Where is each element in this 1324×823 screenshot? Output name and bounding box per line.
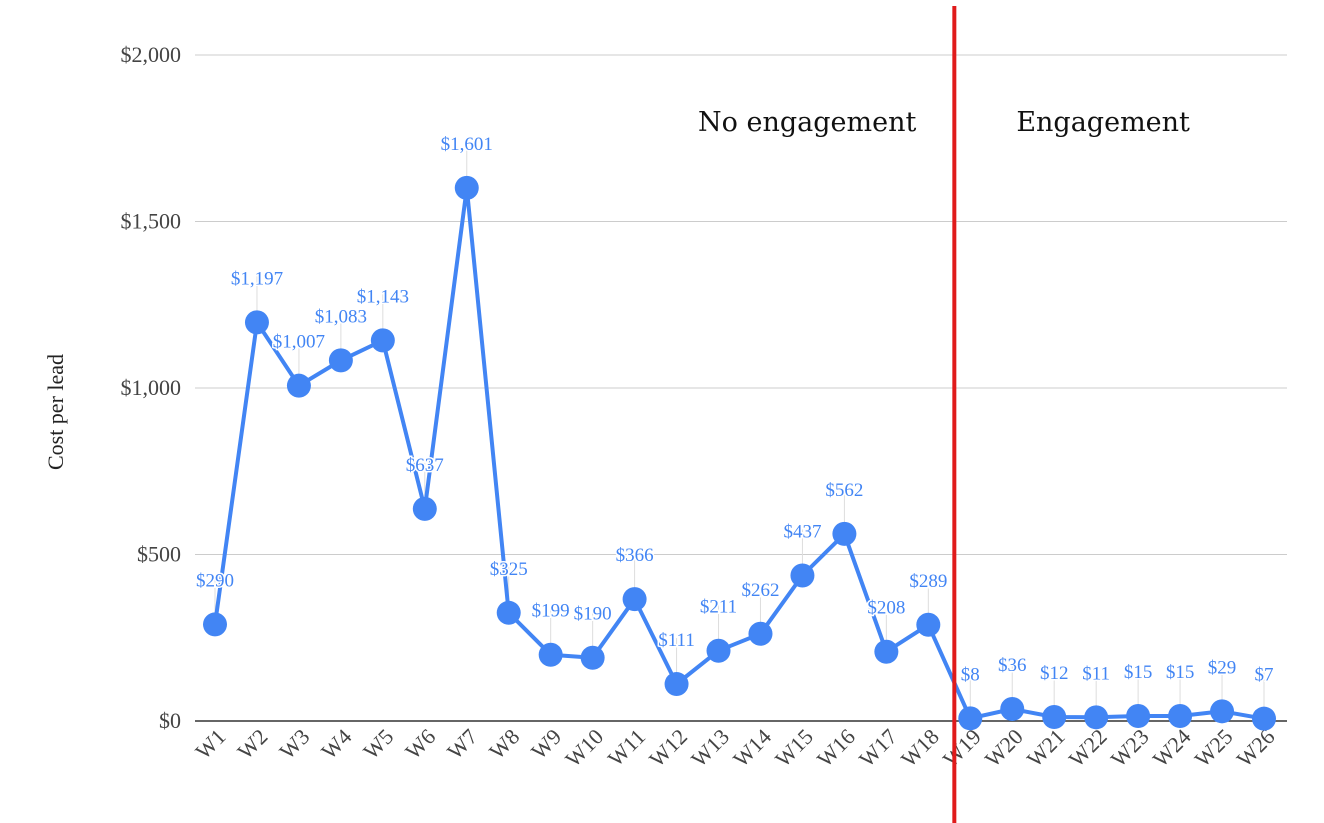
annotation-no-engagement: No engagement: [698, 107, 916, 138]
data-point: [874, 639, 899, 664]
data-label: $208: [867, 598, 905, 619]
x-tick-label: W16: [812, 724, 860, 772]
data-point: [454, 175, 479, 200]
data-point: [580, 645, 605, 670]
data-label: $1,197: [231, 268, 283, 289]
y-axis-ticks: $0 $500 $1,000 $1,500 $2,000: [121, 42, 182, 733]
series-path: [213, 185, 1265, 721]
annotation-engagement: Engagement: [1016, 107, 1190, 138]
data-point: [1042, 705, 1067, 730]
data-label: $1,601: [441, 134, 493, 155]
x-tick-label: W1: [190, 724, 230, 764]
x-tick-label: W9: [526, 724, 566, 764]
data-label: $289: [909, 571, 947, 592]
x-tick-label: W21: [1022, 724, 1070, 772]
x-tick-label: W26: [1232, 724, 1280, 772]
x-tick-label: W18: [896, 724, 944, 772]
x-tick-label: W5: [358, 724, 398, 764]
data-point: [622, 587, 647, 612]
x-tick-label: W13: [686, 724, 734, 772]
data-point: [203, 612, 227, 637]
data-label: $437: [783, 521, 821, 542]
y-tick-label: $500: [137, 542, 181, 567]
data-label: $11: [1082, 663, 1110, 684]
data-point: [370, 328, 395, 353]
data-label: $36: [998, 655, 1027, 676]
data-point: [790, 563, 815, 588]
x-tick-label: W7: [442, 724, 482, 764]
x-tick-label: W23: [1106, 724, 1154, 772]
data-label: $7: [1255, 665, 1274, 686]
y-tick-label: $1,500: [121, 209, 182, 234]
x-tick-label: W14: [728, 724, 776, 772]
data-point: [244, 310, 269, 335]
data-point: [1000, 697, 1025, 722]
x-tick-label: W15: [770, 724, 818, 772]
data-label: $1,143: [357, 286, 409, 307]
data-label: $562: [825, 480, 863, 501]
y-tick-label: $2,000: [121, 42, 182, 67]
y-axis-title: Cost per lead: [43, 354, 68, 470]
data-label: $290: [196, 570, 234, 591]
data-point: [412, 496, 437, 521]
x-tick-label: W24: [1148, 724, 1196, 772]
data-point: [1126, 704, 1151, 729]
x-tick-label: W8: [484, 724, 524, 764]
x-tick-label: W6: [400, 724, 440, 764]
data-label: $262: [741, 580, 779, 601]
data-points: [203, 175, 1276, 731]
data-label: $1,007: [273, 332, 325, 353]
data-labels: $290 $1,197 $1,007 $1,083$1,143 $637 $1,601 $3…: [195, 132, 1276, 687]
x-tick-label: W20: [980, 724, 1028, 772]
data-point: [958, 706, 983, 731]
data-point: [664, 672, 689, 697]
x-tick-label: W10: [560, 724, 608, 772]
data-label: $637: [406, 455, 444, 476]
data-point: [706, 638, 731, 663]
data-label: $199: [532, 601, 570, 622]
data-point: [748, 621, 773, 646]
data-label: $366: [616, 545, 654, 566]
x-tick-label: W22: [1064, 724, 1112, 772]
x-tick-label: W17: [854, 724, 902, 772]
data-point: [832, 521, 857, 546]
series-line: [213, 185, 1265, 721]
data-label: $325: [490, 559, 528, 580]
x-tick-label: W25: [1190, 724, 1238, 772]
data-label: $12: [1040, 663, 1069, 684]
x-tick-label: W11: [603, 724, 650, 771]
data-point: [286, 373, 311, 398]
data-label: $8: [961, 664, 980, 685]
x-tick-label: W19: [938, 724, 986, 772]
data-point: [1252, 706, 1276, 731]
data-point: [1210, 699, 1235, 724]
data-label: $211: [700, 597, 737, 618]
data-label: $111: [658, 630, 695, 651]
data-label: $15: [1166, 662, 1195, 683]
data-label: $1,083: [315, 306, 367, 327]
data-point: [328, 348, 353, 373]
y-tick-label: $0: [159, 708, 181, 733]
data-point: [538, 642, 563, 667]
data-label: $15: [1124, 662, 1153, 683]
x-tick-label: W12: [644, 724, 692, 772]
data-point: [1084, 705, 1109, 730]
data-point: [916, 612, 941, 637]
data-label: $29: [1208, 657, 1237, 678]
data-point: [496, 600, 521, 625]
y-tick-label: $1,000: [121, 375, 182, 400]
x-tick-label: W2: [232, 724, 272, 764]
data-point: [1168, 704, 1193, 729]
gridlines: [195, 54, 1287, 722]
x-tick-label: W3: [274, 724, 314, 764]
x-axis-ticks: W1 W2 W3 W4 W5 W6 W7 W8 W9W10W11W12W13W14W15W16W…: [190, 724, 1279, 772]
data-label: $190: [574, 604, 612, 625]
data-label-leaders: [214, 141, 1265, 709]
x-tick-label: W4: [316, 724, 356, 764]
